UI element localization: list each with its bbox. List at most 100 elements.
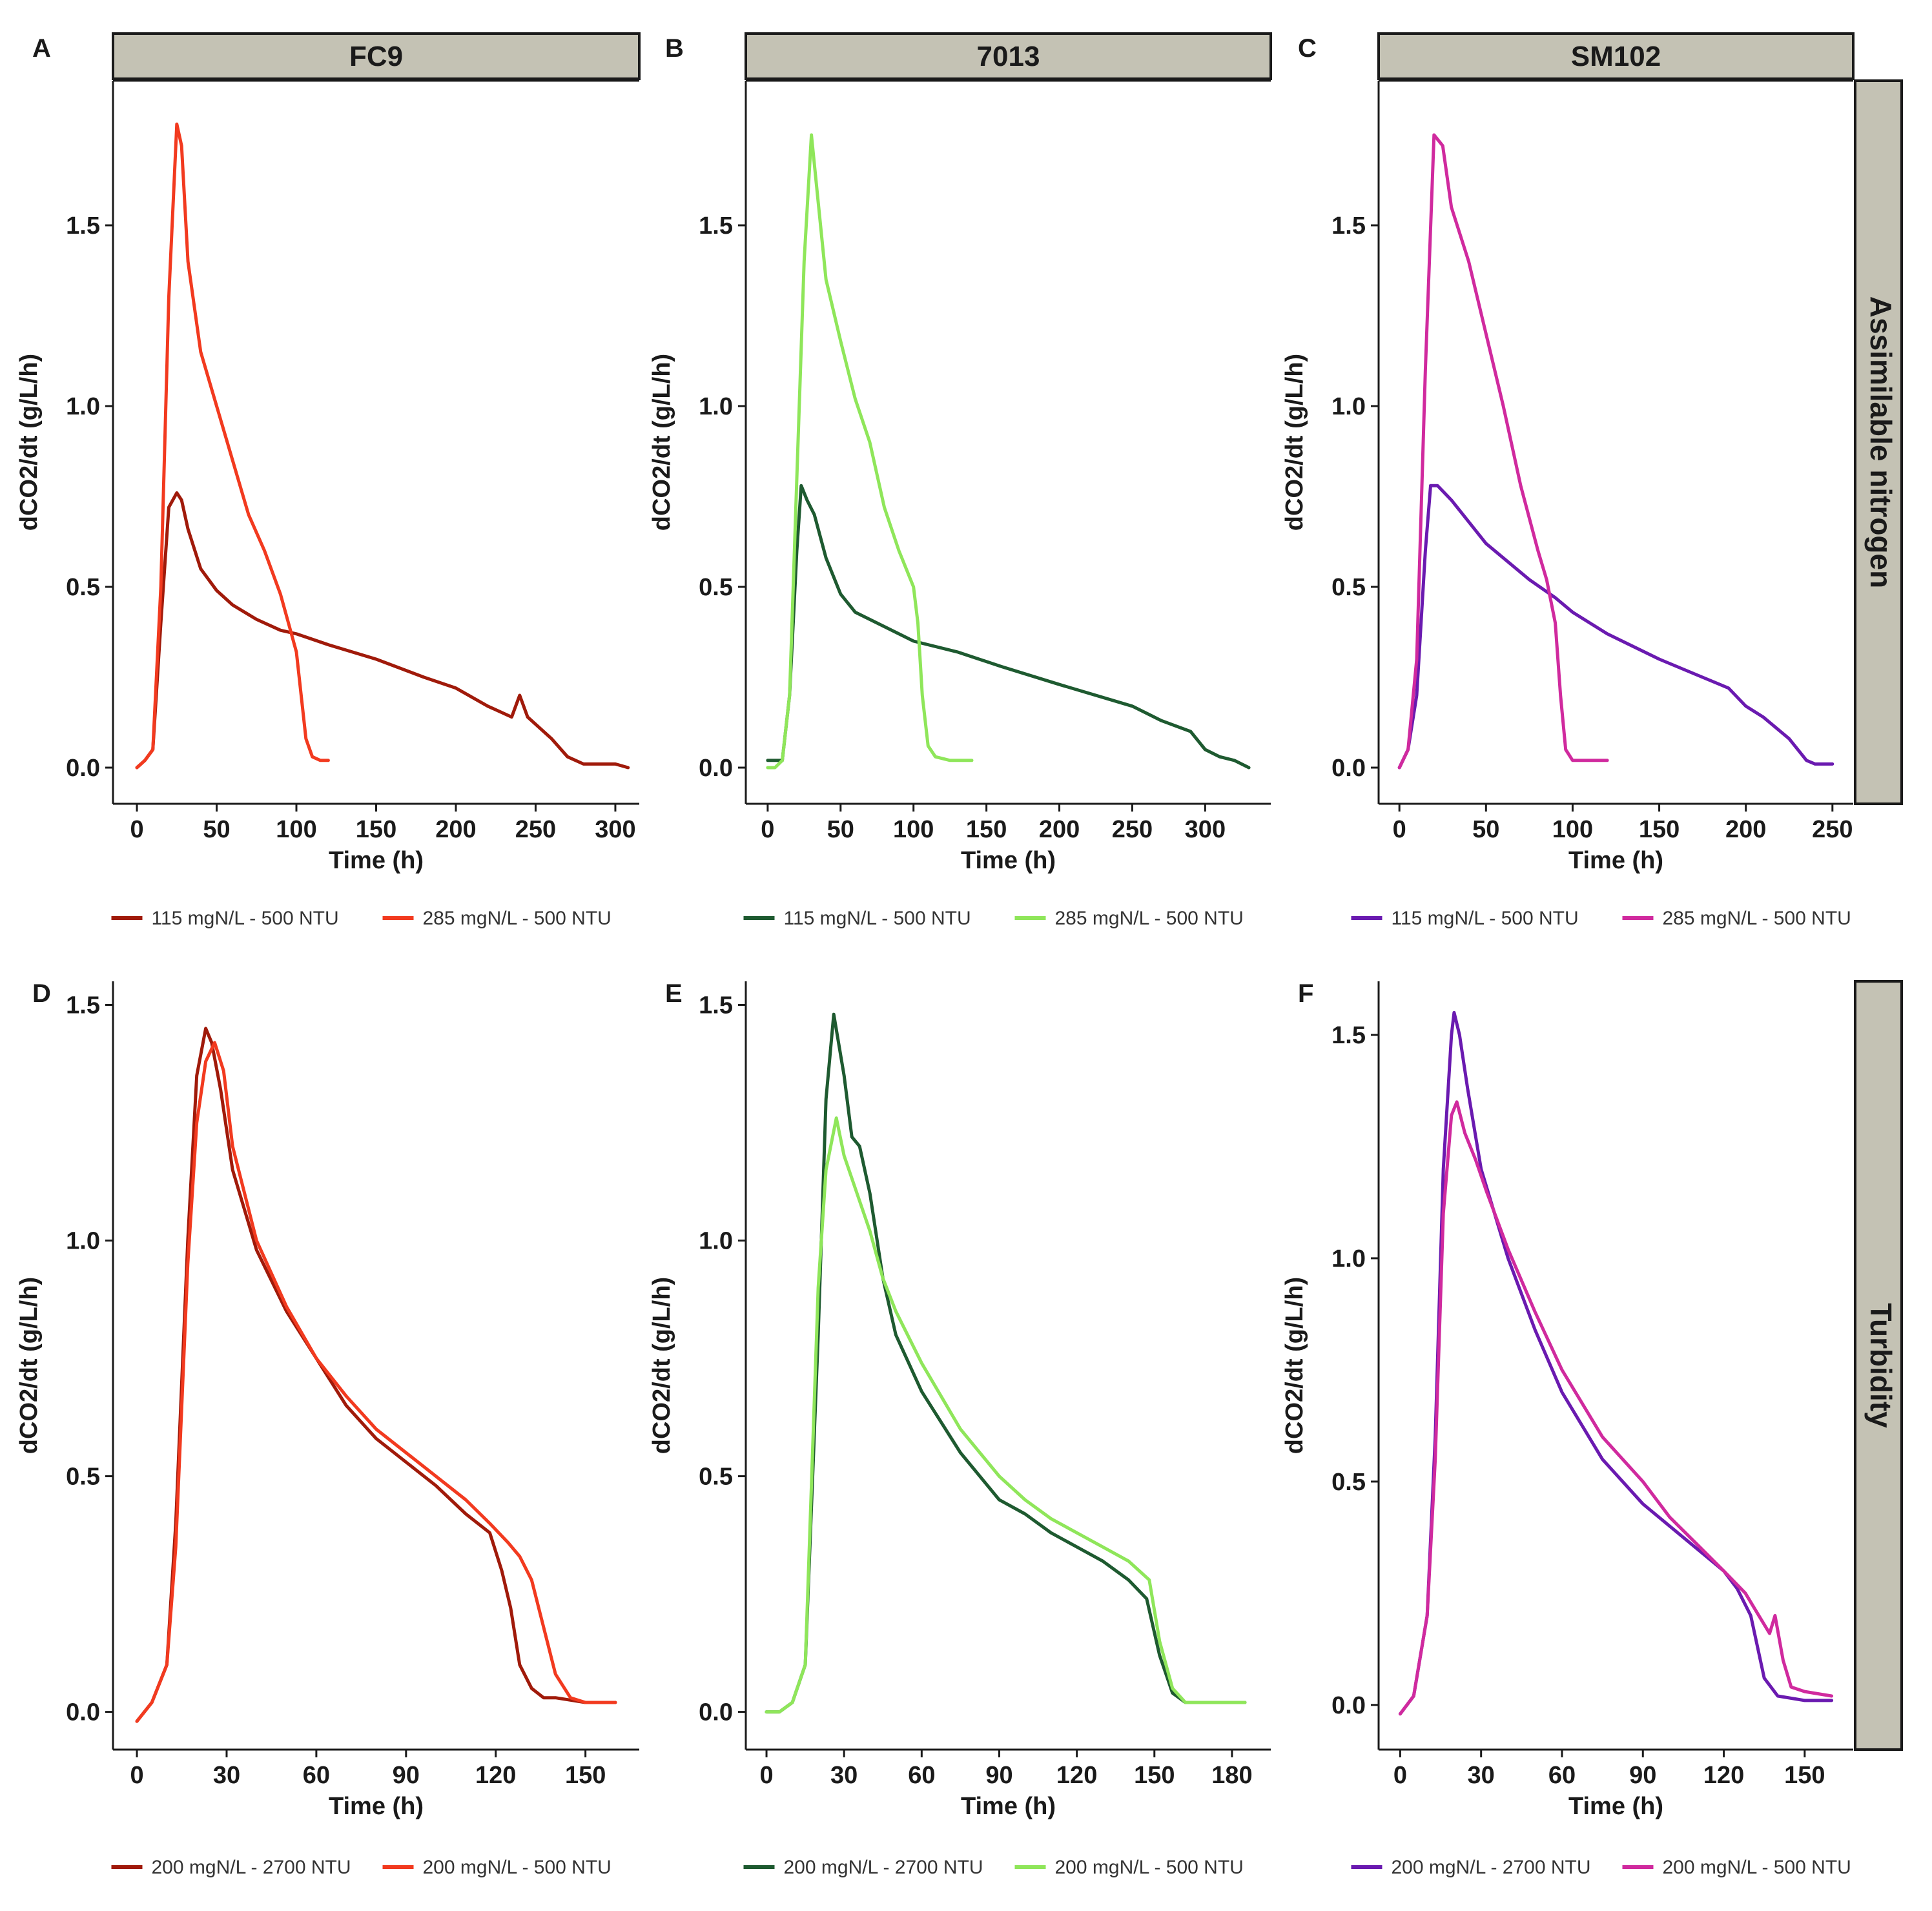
x-tick-label: 150: [1784, 1762, 1825, 1789]
x-tick-label: 90: [985, 1762, 1012, 1789]
panel-letter: F: [1298, 979, 1313, 1008]
x-tick-label: 120: [1056, 1762, 1097, 1789]
panel-b: B 7013 0 50 100 150 200 250 300 0.0 0.5 1.0 1.5 Time …: [648, 32, 1272, 929]
legend-label: 200 mgN/L - 500 NTU: [1663, 1857, 1851, 1878]
panel-c: C SM102 0 50 100 150 200 250 0.0 0.5 1.0 1.5 Time (h…: [1281, 32, 1855, 929]
series-line-1: [766, 484, 1251, 770]
y-tick-label: 0.0: [699, 1699, 733, 1726]
y-axis-title: dCO2/dt (g/L/h): [648, 1277, 675, 1454]
legend-label: 200 mgN/L - 500 NTU: [423, 1857, 611, 1878]
y-tick-label: 0.0: [1331, 1692, 1366, 1719]
legend: 200 mgN/L - 2700 NTU 200 mgN/L - 500 NTU: [1351, 1857, 1851, 1878]
x-tick-label: 250: [1112, 816, 1153, 843]
facet-strip-label: FC9: [349, 41, 403, 72]
y-tick-label: 0.0: [699, 755, 733, 782]
x-axis-title: Time (h): [329, 1793, 424, 1820]
series-line-2: [765, 1116, 1247, 1714]
panel-e: E 0 30 60 90 120 150 180 0.0 0.5 1.0 1.5 Time (h) dCO…: [648, 979, 1271, 1878]
y-tick-label: 0.5: [66, 1464, 100, 1491]
x-tick-label: 100: [276, 816, 316, 843]
facet-strip: [1377, 32, 1855, 80]
x-tick-label: 60: [1548, 1762, 1576, 1789]
facet-strip-row: [1854, 980, 1903, 1751]
x-tick-label: 30: [213, 1762, 240, 1789]
x-tick-label: 50: [203, 816, 230, 843]
panel-letter: D: [32, 979, 51, 1008]
y-axis-title: dCO2/dt (g/L/h): [15, 1277, 43, 1454]
x-tick-label: 90: [393, 1762, 420, 1789]
panel-letter: B: [665, 34, 684, 63]
legend-label: 115 mgN/L - 500 NTU: [152, 908, 339, 929]
x-tick-label: 100: [1552, 816, 1593, 843]
series-line-1: [1397, 484, 1834, 770]
y-tick-label: 1.0: [66, 393, 100, 420]
y-tick-label: 1.5: [699, 212, 733, 240]
facet-strip-row: [1854, 79, 1903, 805]
x-tick-label: 200: [435, 816, 476, 843]
legend: 115 mgN/L - 500 NTU 285 mgN/L - 500 NTU: [1351, 908, 1851, 929]
series-line-1: [765, 1012, 1247, 1714]
panel-letter: C: [1298, 34, 1317, 63]
x-axis-title: Time (h): [1568, 847, 1663, 874]
y-axis-title: dCO2/dt (g/L/h): [1281, 1277, 1308, 1454]
x-tick-label: 60: [303, 1762, 330, 1789]
x-axis-title: Time (h): [961, 847, 1056, 874]
x-axis-title: Time (h): [961, 1793, 1056, 1820]
x-tick-label: 250: [1812, 816, 1853, 843]
facet-strip-label: 7013: [977, 41, 1040, 72]
legend-label: 285 mgN/L - 500 NTU: [423, 908, 611, 929]
x-tick-label: 100: [893, 816, 934, 843]
facet-strip-label: SM102: [1571, 41, 1661, 72]
y-tick-label: 0.0: [66, 755, 100, 782]
legend: 115 mgN/L - 500 NTU 285 mgN/L - 500 NTU: [111, 908, 611, 929]
row-strip-2: Turbidity: [1854, 980, 1903, 1751]
panel-letter: A: [32, 34, 51, 63]
y-tick-label: 0.5: [1331, 574, 1366, 601]
panel-a: A FC9 0 50 100 150 200 250 300 0.0 0.5 1.0 1.5 Time (…: [15, 32, 641, 929]
legend: 200 mgN/L - 2700 NTU 200 mgN/L - 500 NTU: [743, 1857, 1244, 1878]
y-tick-label: 0.0: [66, 1699, 100, 1726]
legend-label: 285 mgN/L - 500 NTU: [1663, 908, 1851, 929]
legend-label: 200 mgN/L - 2700 NTU: [1392, 1857, 1591, 1878]
x-tick-label: 0: [759, 1762, 773, 1789]
x-tick-label: 30: [1468, 1762, 1495, 1789]
x-tick-label: 0: [761, 816, 774, 843]
series-line-2: [135, 122, 330, 770]
legend-label: 285 mgN/L - 500 NTU: [1055, 908, 1244, 929]
y-tick-label: 0.0: [1331, 755, 1366, 782]
series-line-1: [135, 491, 630, 770]
x-tick-label: 180: [1211, 1762, 1252, 1789]
x-tick-label: 120: [1703, 1762, 1744, 1789]
x-tick-label: 0: [1393, 816, 1406, 843]
facet-strip: [112, 32, 641, 80]
x-tick-label: 0: [130, 1762, 143, 1789]
x-tick-label: 300: [595, 816, 635, 843]
y-tick-label: 1.0: [1331, 1245, 1366, 1272]
series-line-2: [135, 1041, 617, 1723]
facet-strip-row-label: Turbidity: [1864, 1303, 1898, 1428]
y-tick-label: 1.5: [699, 992, 733, 1019]
series-line-2: [1398, 1100, 1834, 1716]
series-line-1: [135, 1027, 617, 1723]
x-tick-label: 150: [1134, 1762, 1175, 1789]
y-tick-label: 0.5: [66, 574, 100, 601]
x-axis-title: Time (h): [1568, 1793, 1663, 1820]
y-tick-label: 1.5: [66, 212, 100, 240]
x-tick-label: 60: [908, 1762, 935, 1789]
legend-label: 200 mgN/L - 2700 NTU: [152, 1857, 351, 1878]
y-tick-label: 1.5: [1331, 1022, 1366, 1049]
legend-label: 200 mgN/L - 500 NTU: [1055, 1857, 1244, 1878]
facet-strip: [745, 32, 1272, 80]
facet-strip-row-label: Assimilable nitrogen: [1864, 296, 1898, 588]
legend: 200 mgN/L - 2700 NTU 200 mgN/L - 500 NTU: [111, 1857, 611, 1878]
x-tick-label: 90: [1629, 1762, 1656, 1789]
y-axis-title: dCO2/dt (g/L/h): [648, 354, 675, 531]
x-tick-label: 200: [1039, 816, 1080, 843]
y-tick-label: 0.5: [699, 1464, 733, 1491]
legend: 115 mgN/L - 500 NTU 285 mgN/L - 500 NTU: [743, 908, 1244, 929]
panel-d: D 0 30 60 90 120 150 0.0 0.5 1.0 1.5 Time (h) dCO2/d…: [15, 979, 639, 1878]
x-tick-label: 200: [1725, 816, 1766, 843]
panel-letter: E: [665, 979, 683, 1008]
row-strip-1: Assimilable nitrogen: [1854, 79, 1903, 805]
